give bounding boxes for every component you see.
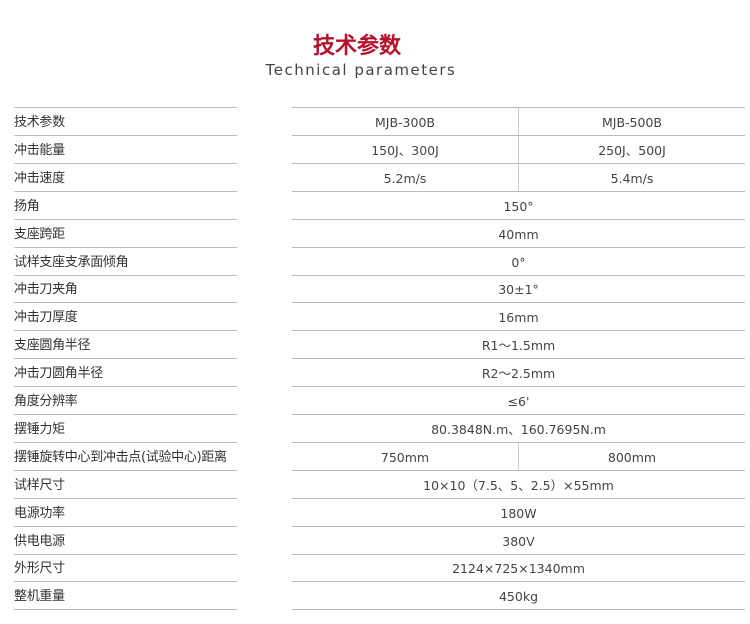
- row-values: R1～1.5mm: [292, 331, 745, 360]
- cell-value: MJB-500B: [518, 108, 745, 135]
- title: 技术参数: [312, 34, 401, 59]
- row-label: 试样尺寸: [14, 471, 237, 499]
- table-row: 整机重量 450kg: [0, 582, 750, 611]
- table-row: 冲击刀夹角 30±1°: [0, 275, 750, 304]
- row-label: 技术参数: [14, 108, 237, 136]
- row-label: 试样支座支承面倾角: [14, 248, 237, 276]
- cell-value: ≤6': [507, 394, 530, 409]
- table-row: 摆锤旋转中心到冲击点(试验中心)距离 750mm 800mm: [0, 442, 750, 471]
- row-label: 外形尺寸: [14, 554, 237, 583]
- row-label: 电源功率: [14, 499, 237, 527]
- row-values: 750mm 800mm: [292, 442, 745, 471]
- subtitle: Technical parameters: [265, 61, 457, 79]
- cell-value: 750mm: [380, 449, 430, 465]
- row-label: 摆锤旋转中心到冲击点(试验中心)距离: [14, 443, 237, 471]
- cell-value: 250J、500J: [518, 135, 745, 163]
- cell-value: 800mm: [518, 442, 745, 470]
- row-values: 150°: [292, 192, 745, 220]
- cell-value: 2124×725×1340mm: [452, 561, 585, 577]
- table-row: 摆锤力矩 80.3848N.m、160.7695N.m: [0, 415, 750, 443]
- row-label: 支座圆角半径: [14, 331, 237, 360]
- table-row: 角度分辨率 ≤6': [0, 387, 750, 415]
- row-values: 16mm: [292, 303, 745, 332]
- cell-value: 0°: [511, 254, 526, 270]
- row-values: 30±1°: [292, 275, 745, 304]
- cell-value: 10×10（7.5、5、2.5）×55mm: [423, 477, 614, 493]
- row-label: 摆锤力矩: [14, 415, 237, 443]
- row-values: 180W: [292, 499, 745, 527]
- table-row: 外形尺寸 2124×725×1340mm: [0, 554, 750, 583]
- table-row: 冲击能量 150J、300J 250J、500J: [0, 135, 750, 164]
- table-row: 扬角 150°: [0, 192, 750, 220]
- table-row: 冲击刀厚度 16mm: [0, 303, 750, 332]
- cell-value: MJB-300B: [375, 115, 435, 130]
- row-values: 80.3848N.m、160.7695N.m: [292, 415, 745, 443]
- cell-value: 40mm: [498, 226, 539, 242]
- row-label: 支座跨距: [14, 220, 237, 248]
- table-row: 支座跨距 40mm: [0, 220, 750, 248]
- row-label: 冲击刀厚度: [14, 303, 237, 332]
- cell-value: 16mm: [498, 310, 539, 326]
- table-row: 冲击速度 5.2m/s 5.4m/s: [0, 163, 750, 192]
- row-values: 0°: [292, 248, 745, 276]
- row-values: 10×10（7.5、5、2.5）×55mm: [292, 471, 745, 499]
- table-row: 试样尺寸 10×10（7.5、5、2.5）×55mm: [0, 471, 750, 499]
- cell-value: 5.2m/s: [383, 170, 427, 186]
- rule: [14, 107, 237, 108]
- cell-value: R2～2.5mm: [481, 366, 556, 382]
- table-row: 试样支座支承面倾角 0°: [0, 248, 750, 276]
- row-label: 冲击速度: [14, 164, 237, 192]
- row-values: R2～2.5mm: [292, 359, 745, 388]
- row-label: 供电电源: [14, 527, 237, 555]
- row-values: 5.2m/s 5.4m/s: [292, 163, 745, 192]
- cell-value: 80.3848N.m、160.7695N.m: [431, 421, 606, 437]
- cell-value: 150°: [503, 198, 534, 214]
- row-label: 扬角: [14, 192, 237, 220]
- row-values: MJB-300B MJB-500B: [292, 108, 745, 136]
- cell-value: 5.4m/s: [518, 163, 745, 191]
- table-row: 技术参数 MJB-300B MJB-500B: [0, 108, 750, 136]
- table-row: 供电电源 380V: [0, 527, 750, 555]
- rule: [292, 107, 745, 108]
- row-label: 角度分辨率: [14, 387, 237, 415]
- row-values: 150J、300J 250J、500J: [292, 135, 745, 164]
- cell-value: 180W: [500, 505, 537, 521]
- table-row: 电源功率 180W: [0, 499, 750, 527]
- row-label: 整机重量: [14, 582, 237, 611]
- row-label: 冲击能量: [14, 136, 237, 164]
- cell-value: R1～1.5mm: [481, 338, 556, 354]
- cell-value: 150J、300J: [371, 142, 439, 158]
- cell-value: 380V: [502, 533, 535, 549]
- row-label: 冲击刀夹角: [14, 275, 237, 304]
- table-row: 冲击刀圆角半径 R2～2.5mm: [0, 359, 750, 388]
- row-values: ≤6': [292, 387, 745, 415]
- cell-value: 30±1°: [498, 282, 539, 298]
- row-values: 40mm: [292, 220, 745, 248]
- row-label: 冲击刀圆角半径: [14, 359, 237, 388]
- row-values: 450kg: [292, 582, 745, 611]
- row-values: 380V: [292, 527, 745, 555]
- row-values: 2124×725×1340mm: [292, 554, 745, 583]
- table-row: 支座圆角半径 R1～1.5mm: [0, 331, 750, 360]
- cell-value: 450kg: [498, 589, 539, 605]
